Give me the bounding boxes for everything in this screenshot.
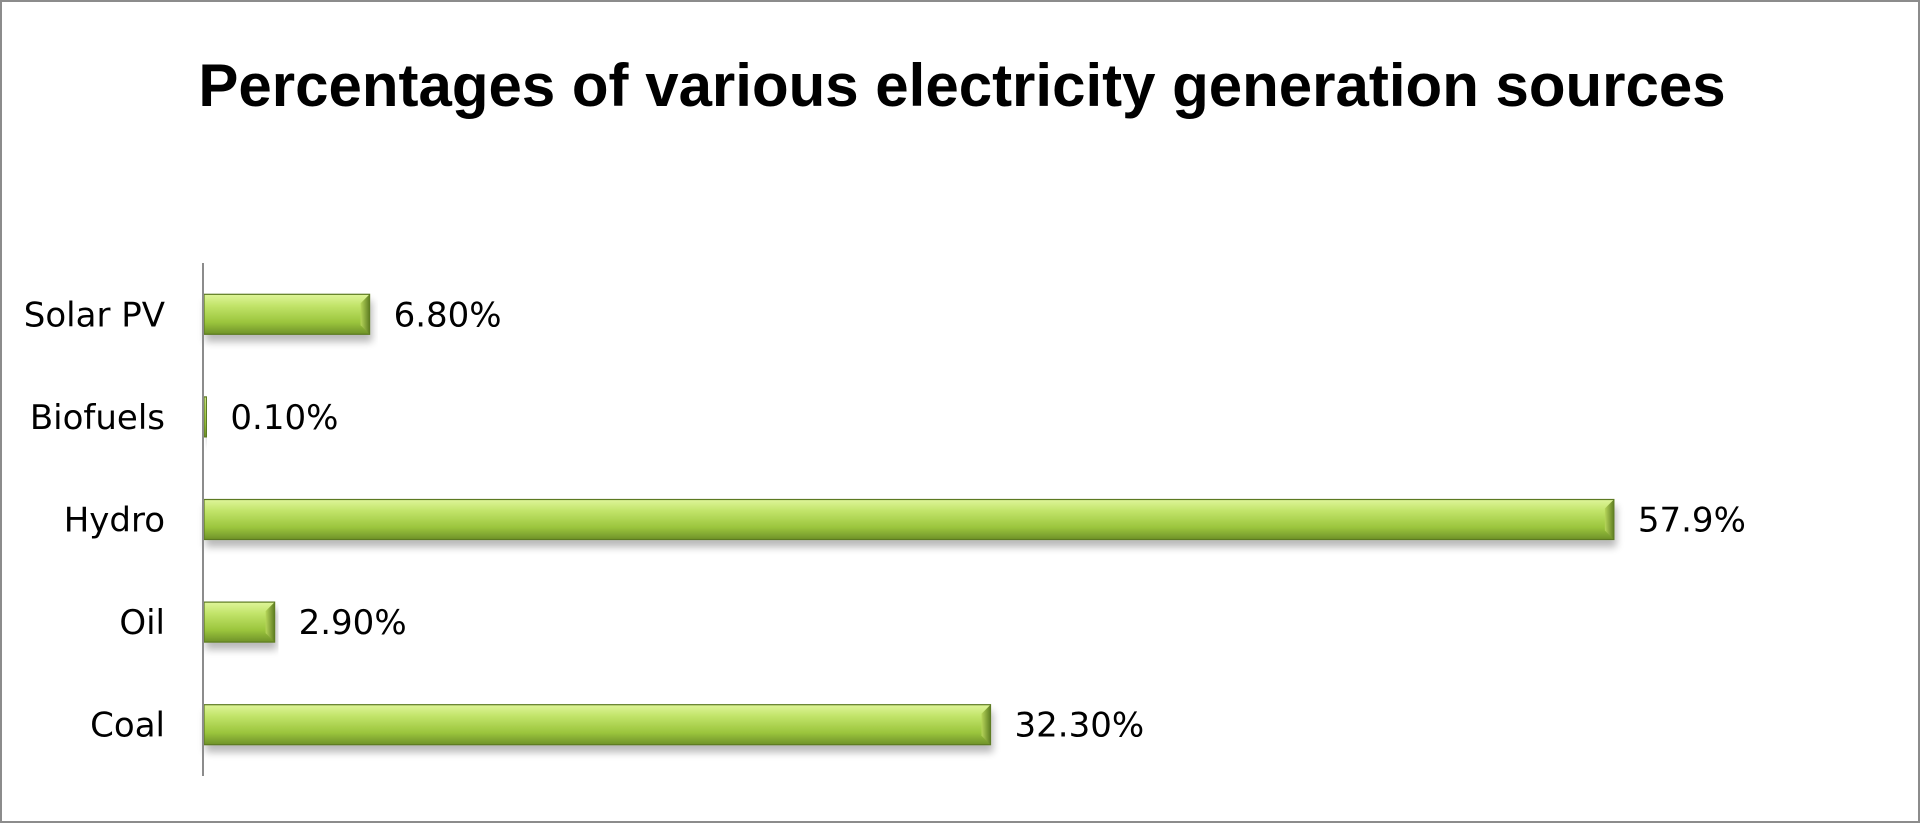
bar-coal: [203, 704, 992, 746]
category-label-coal: Coal: [90, 706, 165, 746]
category-label-hydro: Hydro: [64, 501, 165, 541]
value-label-oil: 2.90%: [299, 603, 407, 643]
bar-oil-bevel: [265, 602, 275, 643]
bar-solar-pv-body: [203, 293, 371, 335]
bar-solar-pv: [203, 293, 371, 335]
category-label-oil: Oil: [119, 603, 165, 643]
bar-oil: [203, 601, 276, 643]
bar-solar-pv-bevel: [360, 294, 370, 335]
bar-oil-body: [203, 601, 276, 643]
value-label-solar-pv: 6.80%: [394, 295, 502, 335]
bar-hydro: [203, 498, 1615, 541]
bar-coal-bevel: [981, 704, 991, 745]
category-label-biofuels: Biofuels: [30, 398, 165, 438]
chart-title: Percentages of various electricity gener…: [198, 52, 1726, 119]
bar-coal-body: [203, 704, 992, 746]
bar-biofuels: [203, 396, 208, 438]
bar-biofuels-body: [203, 396, 208, 438]
category-label-solar-pv: Solar PV: [24, 295, 165, 335]
value-label-coal: 32.30%: [1015, 706, 1145, 746]
value-label-hydro: 57.9%: [1638, 501, 1746, 541]
value-label-biofuels: 0.10%: [230, 398, 338, 438]
bar-hydro-bevel: [1604, 499, 1614, 540]
bar-hydro-body: [203, 498, 1615, 541]
